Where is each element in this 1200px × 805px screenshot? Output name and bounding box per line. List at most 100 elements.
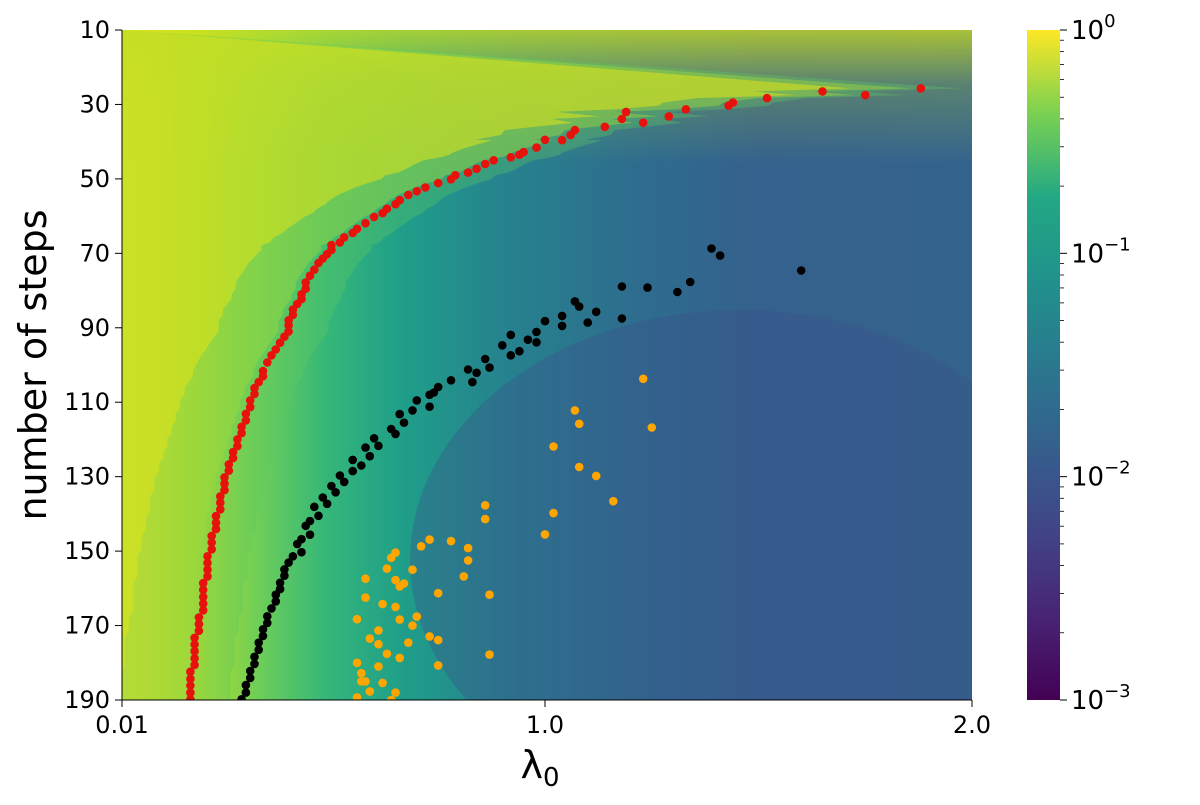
series-1-point-60 [284, 558, 293, 567]
series-2-point-18 [391, 548, 400, 557]
series-0-point-15 [557, 135, 567, 145]
series-1-point-45 [335, 471, 345, 480]
series-1-point-65 [271, 590, 281, 599]
series-2-point-37 [404, 638, 413, 647]
series-0-point-1 [818, 87, 827, 96]
series-0-point-39 [335, 238, 345, 247]
series-0-point-22 [472, 164, 481, 174]
series-0-point-107 [190, 660, 199, 670]
series-2-point-39 [433, 635, 443, 645]
series-0-point-59 [271, 345, 281, 354]
series-1-point-74 [250, 652, 259, 662]
series-0-point-34 [369, 212, 379, 222]
heatmap-contour-shading [122, 30, 972, 700]
y-tick-label-6: 130 [64, 463, 110, 491]
series-2-point-6 [591, 471, 601, 481]
series-0-point-112 [186, 695, 195, 700]
series-0-point-57 [280, 332, 289, 342]
series-1-point-32 [425, 402, 434, 412]
colorbar-tick-label-1: 10−1 [1071, 234, 1131, 269]
y-tick-label-3: 70 [79, 239, 110, 267]
series-2-point-53 [485, 650, 494, 659]
colorbar-tick-label-0: 100 [1071, 11, 1116, 46]
y-tick-label-8: 170 [64, 612, 110, 640]
series-2-point-5 [574, 462, 584, 472]
series-0-point-25 [446, 175, 456, 184]
y-tick-label-2: 50 [79, 165, 110, 193]
series-0-point-96 [198, 585, 208, 595]
series-2-point-50 [391, 688, 400, 697]
series-1-point-71 [258, 631, 268, 641]
series-2-point-23 [399, 579, 409, 588]
series-0-point-102 [194, 626, 204, 636]
y-tick-label-0: 10 [79, 16, 110, 44]
series-2-point-21 [391, 575, 400, 585]
series-1-point-59 [288, 552, 298, 561]
colorbar-tick-label-3: 10−3 [1071, 681, 1131, 716]
series-0-point-84 [216, 505, 225, 514]
series-1-point-38 [369, 434, 379, 443]
series-2-point-36 [374, 639, 383, 649]
series-1-point-46 [339, 477, 349, 487]
series-1-point-17 [523, 335, 533, 345]
series-0-point-88 [207, 531, 216, 541]
series-2-point-26 [361, 574, 370, 583]
series-1-point-33 [408, 406, 417, 415]
series-0-point-67 [245, 396, 255, 405]
y-tick-label-4: 90 [79, 314, 110, 342]
series-2-point-35 [374, 626, 383, 635]
series-1-point-25 [472, 368, 481, 378]
series-2-point-45 [433, 661, 443, 670]
series-1-point-27 [446, 376, 456, 385]
series-1-point-76 [245, 666, 255, 676]
series-0-point-28 [412, 186, 422, 196]
series-0-point-20 [489, 156, 499, 165]
series-2-point-28 [378, 599, 387, 609]
series-0-point-31 [391, 199, 400, 209]
series-2-point-24 [433, 588, 443, 598]
series-2-point-15 [425, 535, 434, 544]
series-0-point-58 [275, 338, 285, 348]
series-0-point-65 [250, 383, 259, 393]
series-1-point-43 [357, 461, 366, 470]
series-2-point-44 [374, 662, 383, 671]
series-0-point-82 [216, 492, 225, 501]
series-1-point-77 [245, 673, 255, 683]
series-1-point-0 [707, 244, 716, 253]
series-0-point-110 [186, 681, 195, 690]
series-1-point-50 [322, 499, 332, 509]
series-0-point-7 [664, 112, 674, 121]
series-0-point-33 [378, 208, 387, 218]
colorbar: 100 10−1 10−2 10−3 [1027, 11, 1131, 716]
series-2-point-3 [574, 419, 584, 429]
series-0-point-109 [186, 674, 195, 684]
series-0-point-70 [241, 416, 251, 425]
series-0-point-101 [194, 619, 204, 629]
series-0-point-85 [211, 511, 221, 521]
series-1-point-16 [506, 330, 516, 340]
series-1-point-52 [314, 511, 323, 521]
series-0-point-100 [194, 613, 204, 622]
series-1-point-2 [796, 266, 806, 275]
series-1-point-67 [267, 604, 276, 613]
series-1-point-79 [241, 688, 251, 697]
series-2-point-46 [357, 668, 366, 678]
series-0-point-13 [566, 130, 575, 140]
series-0-point-91 [203, 552, 212, 561]
x-axis-title-subscript: 0 [543, 763, 560, 793]
series-0-point-27 [421, 183, 430, 192]
series-0-point-77 [224, 460, 234, 469]
series-1-point-34 [395, 409, 405, 419]
series-1-point-9 [574, 302, 584, 311]
series-1-point-72 [254, 638, 263, 647]
series-2-point-4 [549, 442, 558, 451]
series-2-point-31 [412, 612, 422, 621]
series-2-point-12 [446, 536, 456, 546]
series-0-point-71 [237, 422, 246, 432]
series-0-point-80 [220, 479, 229, 489]
x-axis-title: λ0 [520, 743, 559, 793]
series-0-point-11 [600, 122, 610, 132]
series-0-point-47 [301, 278, 311, 287]
series-2-point-34 [352, 614, 362, 624]
series-2-point-14 [463, 556, 473, 565]
